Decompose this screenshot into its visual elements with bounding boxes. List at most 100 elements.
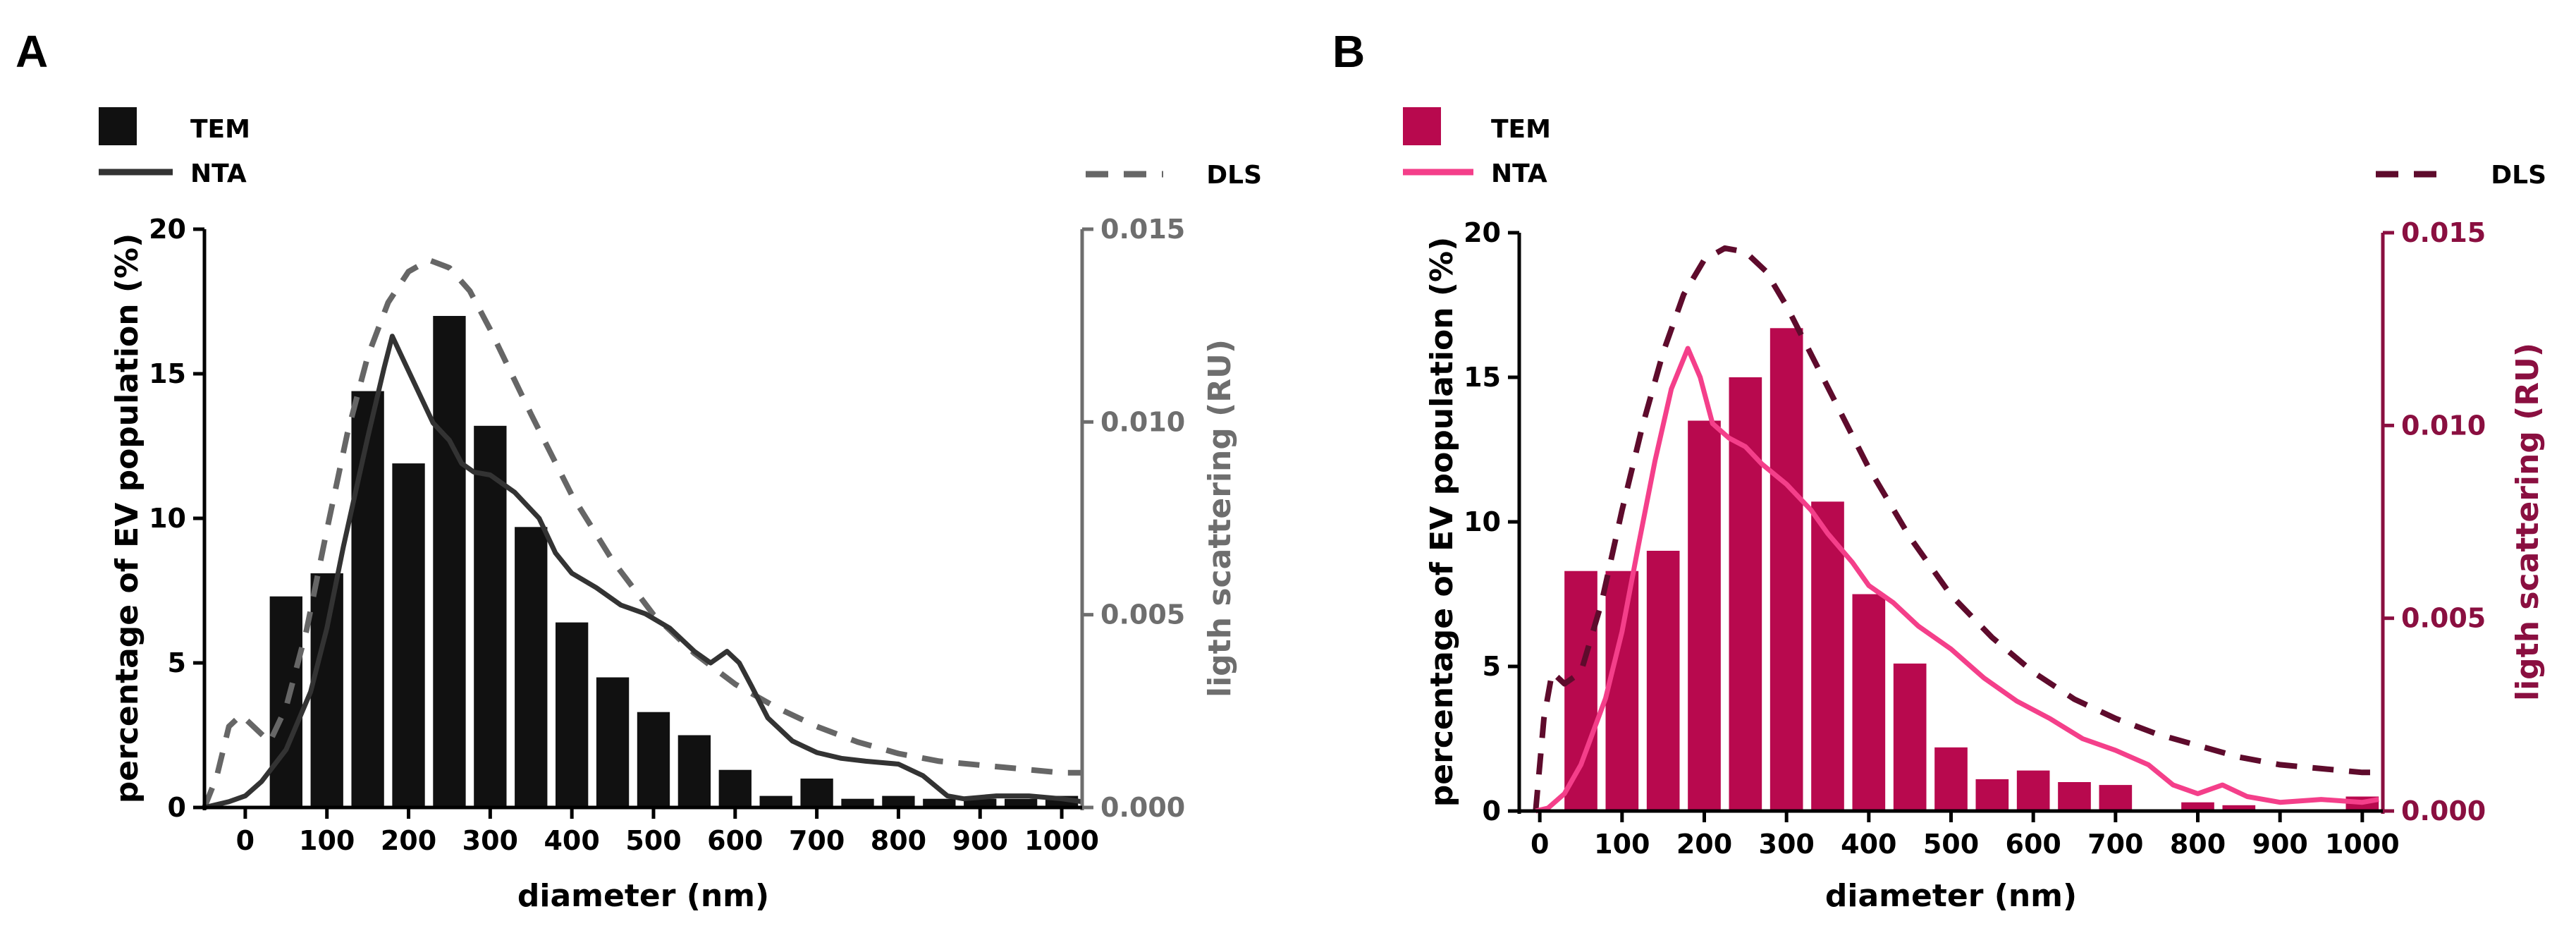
tem-bar bbox=[1893, 663, 1927, 811]
tem-bar bbox=[1605, 571, 1639, 811]
x-tick-label: 800 bbox=[871, 825, 926, 856]
x-tick-label: 100 bbox=[1594, 829, 1650, 860]
tem-bar bbox=[1934, 747, 1968, 811]
tem-bar bbox=[637, 712, 670, 807]
legend-label-dls: DLS bbox=[1206, 161, 1262, 190]
tem-bar bbox=[1811, 501, 1844, 811]
tem-bar bbox=[515, 527, 548, 807]
y2-tick-label: 0.000 bbox=[1100, 792, 1185, 823]
legend-label-nta: NTA bbox=[190, 159, 247, 188]
y-tick-label: 5 bbox=[168, 647, 186, 678]
y-tick-label: 20 bbox=[149, 214, 186, 245]
x-tick-label: 800 bbox=[2170, 829, 2226, 860]
x-tick-label: 900 bbox=[952, 825, 1008, 856]
x-tick-label: 1000 bbox=[2325, 829, 2400, 860]
tem-bars bbox=[269, 316, 1079, 807]
y2-tick-label: 0.015 bbox=[1100, 214, 1185, 245]
y2-tick-label: 0.005 bbox=[1100, 599, 1185, 630]
tem-bar bbox=[718, 769, 752, 807]
x-tick-label: 500 bbox=[625, 825, 681, 856]
y-axis-right: 0.000 0.005 0.010 0.015 ligth scattering (RU… bbox=[1080, 214, 1238, 823]
x-tick-label: 700 bbox=[789, 825, 845, 856]
x-axis-title: diameter (nm) bbox=[1825, 878, 2077, 914]
y2-tick-label: 0.010 bbox=[1100, 406, 1185, 437]
tem-bar bbox=[677, 735, 711, 807]
tem-bar bbox=[923, 798, 956, 807]
y-tick-label: 0 bbox=[168, 792, 186, 823]
panel-letter: B bbox=[1332, 26, 1365, 77]
y-axis-title: percentage of EV population (%) bbox=[1424, 237, 1460, 807]
y-tick-label: 0 bbox=[1483, 795, 1501, 827]
x-tick-label: 500 bbox=[1923, 829, 1979, 860]
x-tick-label: 1000 bbox=[1024, 825, 1099, 856]
x-axis-title: diameter (nm) bbox=[517, 878, 769, 914]
tem-bar bbox=[1646, 551, 1680, 811]
y2-axis-title: ligth scattering (RU) bbox=[2510, 343, 2546, 701]
x-tick-label: 100 bbox=[299, 825, 355, 856]
tem-bar bbox=[882, 795, 915, 807]
tem-bar bbox=[1852, 594, 1886, 811]
x-tick-label: 200 bbox=[1676, 829, 1732, 860]
tem-bar bbox=[2222, 805, 2256, 811]
y-axis-title: percentage of EV population (%) bbox=[109, 233, 145, 803]
y2-axis-title: ligth scattering (RU) bbox=[1202, 339, 1238, 697]
tem-bar bbox=[474, 425, 507, 807]
y-tick-label: 15 bbox=[149, 358, 186, 389]
tem-bar bbox=[351, 391, 384, 807]
x-tick-label: 200 bbox=[381, 825, 436, 856]
legend: TEM NTA DLS bbox=[1403, 107, 2546, 190]
tem-bar bbox=[310, 573, 343, 807]
x-tick-label: 600 bbox=[2006, 829, 2061, 860]
legend: TEM NTA DLS bbox=[99, 107, 1262, 190]
legend-label-tem: TEM bbox=[190, 115, 250, 144]
y2-tick-label: 0.000 bbox=[2401, 795, 2486, 827]
x-tick-label: 0 bbox=[1531, 829, 1549, 860]
x-tick-label: 0 bbox=[236, 825, 254, 856]
tem-bar bbox=[1975, 779, 2009, 811]
x-tick-label: 700 bbox=[2087, 829, 2143, 860]
x-axis: 0 100 200 300 400 500 600 700 800 900 1000 diameter… bbox=[204, 805, 1099, 914]
legend-label-nta: NTA bbox=[1491, 159, 1547, 188]
legend-swatch-tem bbox=[99, 107, 137, 145]
nta-curve bbox=[204, 334, 1083, 810]
tem-bar bbox=[433, 316, 466, 807]
legend-swatch-tem bbox=[1403, 107, 1441, 145]
tem-bar bbox=[841, 798, 874, 807]
x-tick-label: 900 bbox=[2252, 829, 2308, 860]
tem-bar bbox=[2099, 785, 2133, 811]
tem-bar bbox=[2181, 802, 2214, 811]
tem-bar bbox=[556, 622, 589, 807]
x-tick-label: 300 bbox=[1759, 829, 1815, 860]
tem-bar bbox=[2058, 782, 2091, 811]
legend-label-tem: TEM bbox=[1491, 115, 1551, 144]
x-tick-label: 600 bbox=[707, 825, 763, 856]
x-axis: 0 100 200 300 400 500 600 700 800 900 1000 diameter… bbox=[1519, 809, 2400, 914]
y2-tick-label: 0.010 bbox=[2401, 410, 2486, 441]
tem-bar bbox=[800, 779, 833, 807]
y-axis-right: 0.000 0.005 0.010 0.015 ligth scattering (RU… bbox=[2381, 217, 2546, 827]
y-tick-label: 20 bbox=[1464, 217, 1501, 248]
nta-curve bbox=[1535, 346, 2379, 814]
y-tick-label: 15 bbox=[1464, 362, 1501, 393]
tem-bar bbox=[1770, 328, 1803, 811]
dls-curve bbox=[202, 257, 1082, 809]
x-tick-label: 300 bbox=[462, 825, 518, 856]
y-tick-label: 10 bbox=[1464, 506, 1501, 537]
x-tick-label: 400 bbox=[1841, 829, 1896, 860]
tem-bar bbox=[759, 795, 792, 807]
tem-bar bbox=[392, 463, 425, 807]
y2-tick-label: 0.005 bbox=[2401, 603, 2486, 634]
tem-bar bbox=[964, 798, 997, 807]
tem-bar bbox=[1688, 420, 1721, 811]
y-tick-label: 5 bbox=[1483, 651, 1501, 682]
panel-letter: A bbox=[16, 26, 48, 77]
tem-bar bbox=[1564, 571, 1597, 811]
y2-tick-label: 0.015 bbox=[2401, 217, 2486, 248]
y-tick-label: 10 bbox=[149, 503, 186, 534]
